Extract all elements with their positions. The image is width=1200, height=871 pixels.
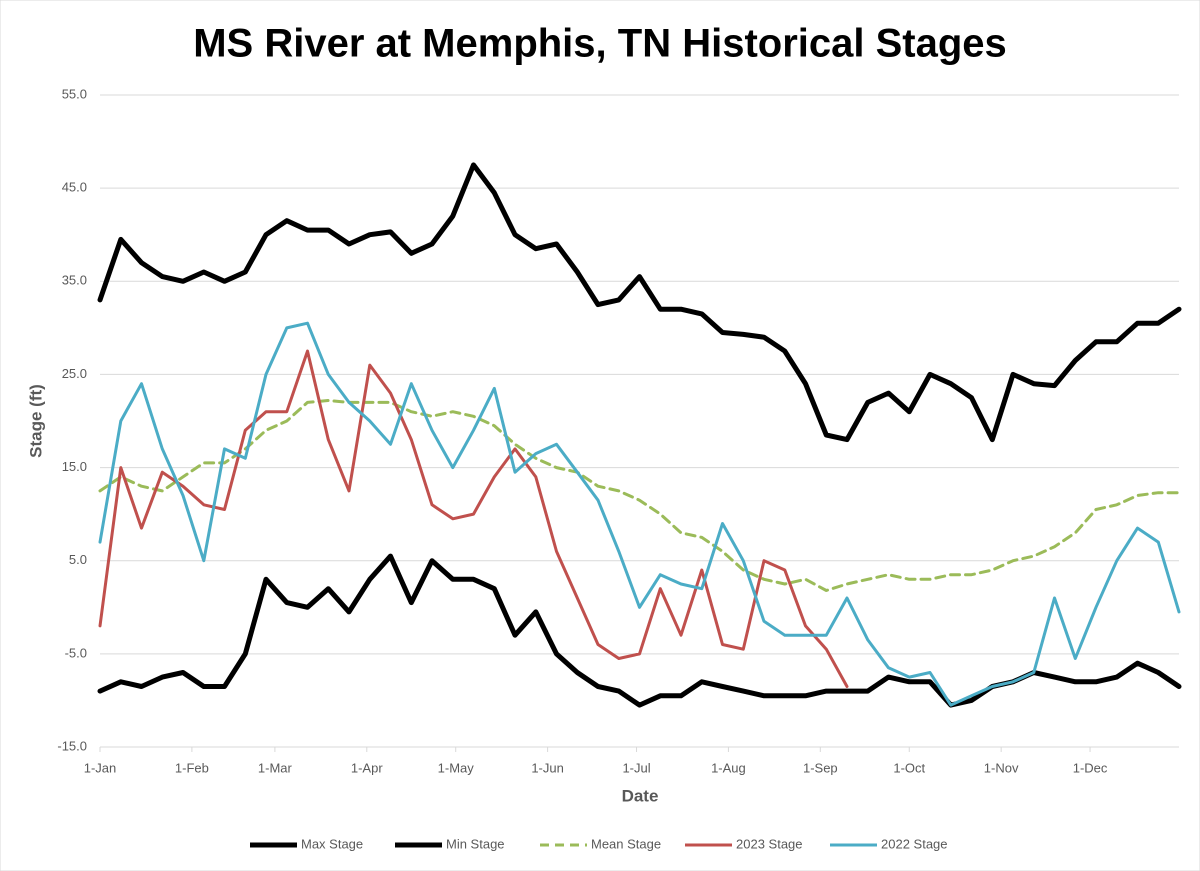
legend-label: Min Stage: [446, 836, 505, 851]
chart-title: MS River at Memphis, TN Historical Stage…: [193, 22, 1007, 66]
y-tick-label: 15.0: [62, 459, 87, 474]
x-tick-label: 1-Mar: [258, 760, 293, 775]
x-tick-label: 1-Dec: [1073, 760, 1108, 775]
x-tick-label: 1-Nov: [984, 760, 1019, 775]
x-tick-label: 1-Aug: [711, 760, 746, 775]
legend-label: Max Stage: [301, 836, 363, 851]
y-tick-label: 45.0: [62, 180, 87, 195]
y-axis-title: Stage (ft): [26, 384, 45, 458]
x-tick-label: 1-Jul: [622, 760, 650, 775]
y-tick-label: -15.0: [57, 738, 87, 753]
x-tick-label: 1-Oct: [893, 760, 925, 775]
x-tick-label: 1-Jan: [84, 760, 117, 775]
y-tick-label: 5.0: [69, 552, 87, 567]
series-line: [97, 162, 1182, 443]
legend-label: 2023 Stage: [736, 836, 803, 851]
legend-label: Mean Stage: [591, 836, 661, 851]
legend-label: 2022 Stage: [881, 836, 948, 851]
x-tick-label: 1-Jun: [531, 760, 564, 775]
x-tick-label: 1-Apr: [351, 760, 383, 775]
series-line: [98, 399, 1181, 592]
y-tick-label: -5.0: [65, 645, 87, 660]
x-tick-label: 1-Sep: [803, 760, 838, 775]
series-line: [98, 349, 849, 688]
x-axis-title: Date: [622, 786, 659, 805]
series-line: [98, 321, 1181, 707]
x-tick-label: 1-Feb: [175, 760, 209, 775]
y-tick-label: 35.0: [62, 273, 87, 288]
y-tick-label: 55.0: [62, 86, 87, 101]
x-tick-label: 1-May: [438, 760, 475, 775]
y-tick-label: 25.0: [62, 366, 87, 381]
